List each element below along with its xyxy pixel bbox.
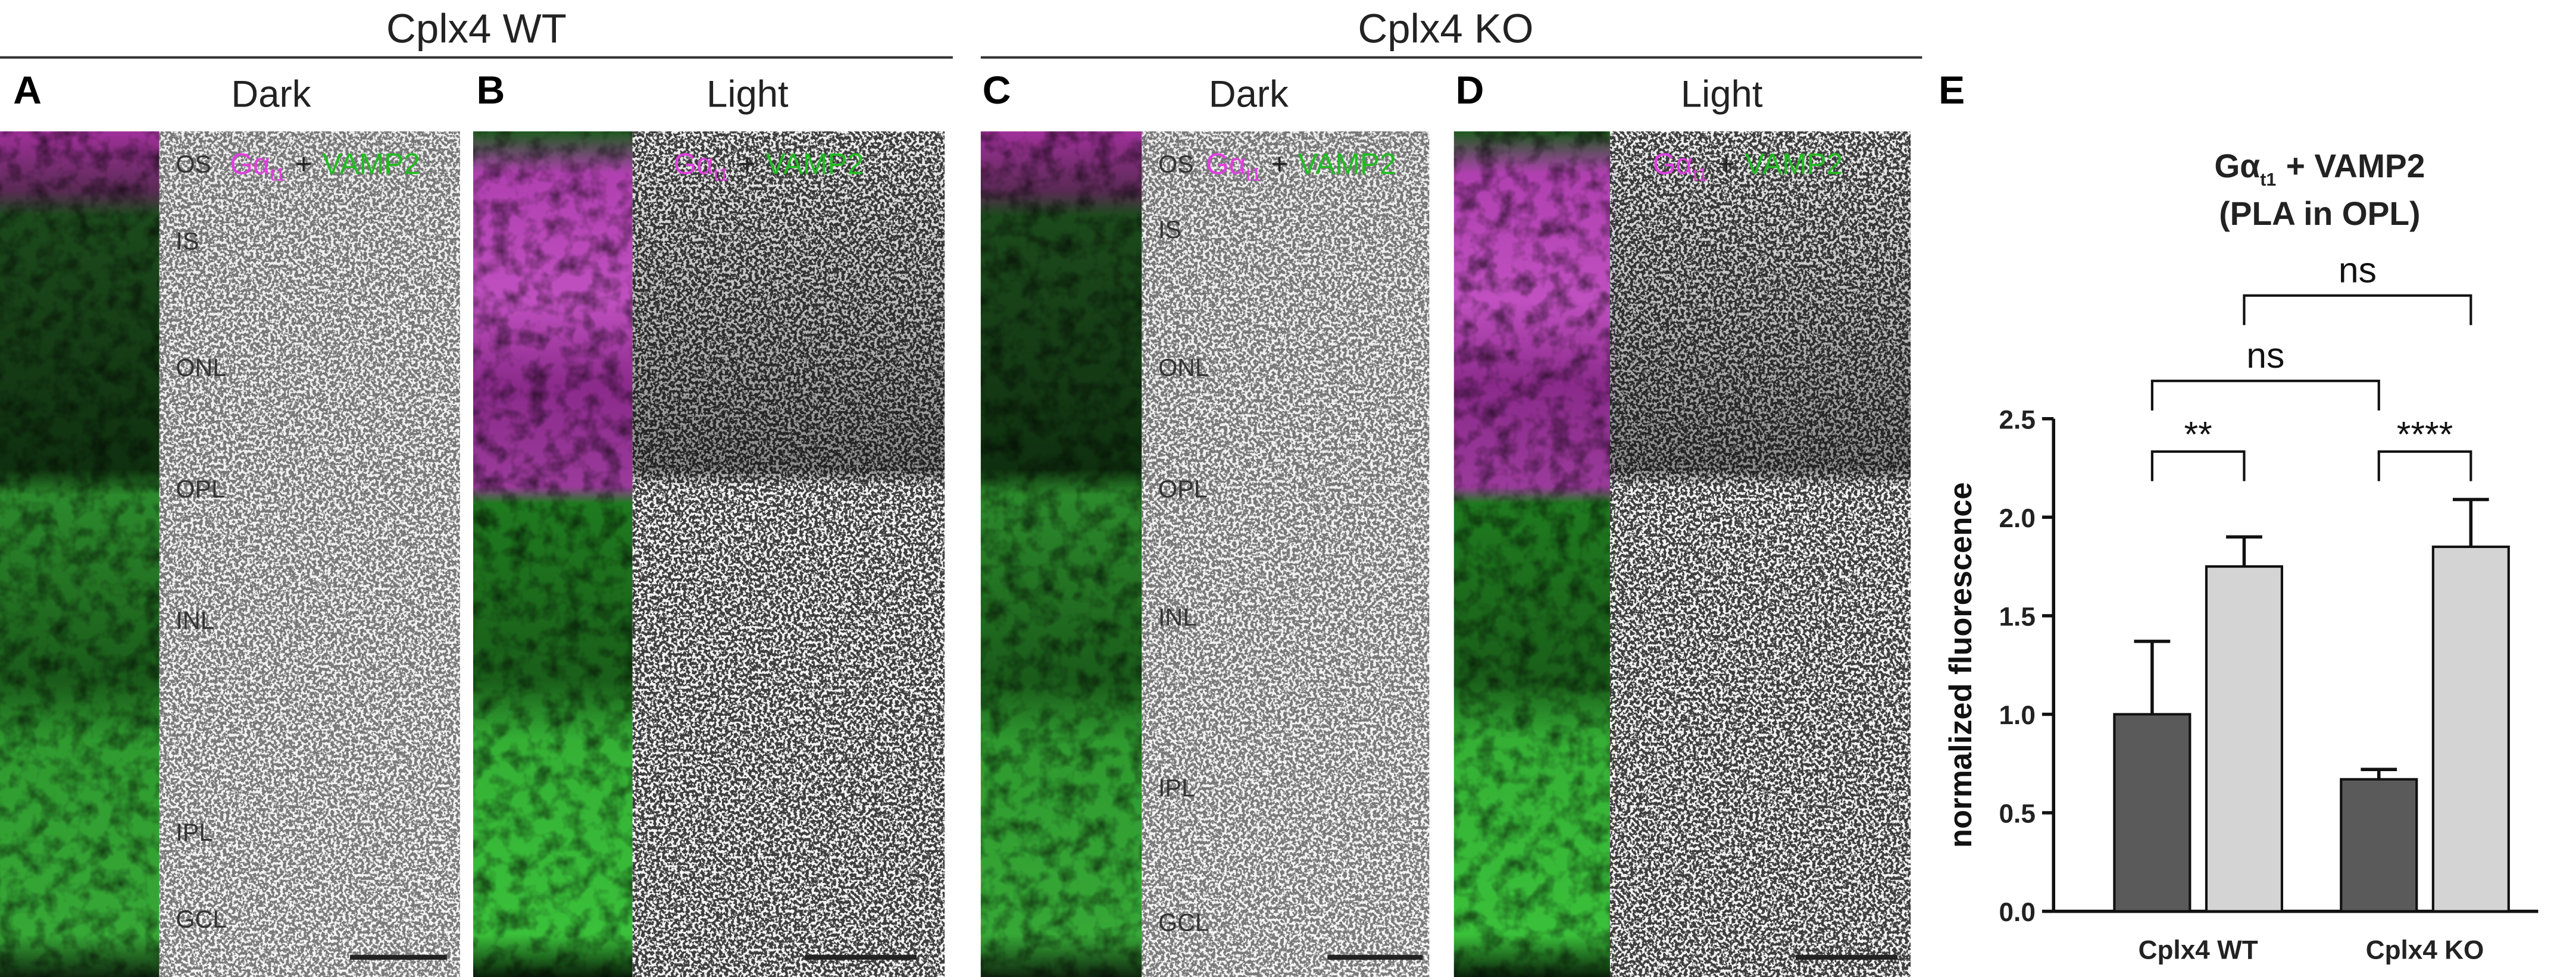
bar: [2340, 778, 2418, 913]
stain-subscript: t1: [714, 165, 729, 185]
fluorescence-texture: [980, 131, 1142, 977]
fluorescence-texture: [0, 131, 160, 977]
bar: [2431, 545, 2510, 913]
stain-subscript: t1: [1693, 165, 1708, 185]
significance-bracket: [2150, 450, 2246, 481]
condition-label: Dark: [1209, 73, 1289, 115]
significance-label: ns: [2246, 335, 2284, 375]
panel-letter: E: [1939, 68, 1965, 112]
group-header: Cplx4 WT: [386, 6, 567, 52]
layer-label: INL: [176, 607, 214, 634]
stain-plus: +: [1271, 148, 1288, 181]
y-tick-label: 0.0: [1999, 898, 2036, 927]
condition-label: Light: [1681, 73, 1763, 115]
layer-label: GCL: [176, 906, 226, 933]
stain-plus: +: [295, 148, 312, 181]
panel-letter: B: [476, 68, 505, 112]
stain-label: Gαt1 + VAMP2: [230, 148, 420, 185]
stain-target: Gα: [1206, 148, 1246, 181]
bar: [2113, 713, 2192, 913]
stain-subscript: t1: [1246, 165, 1261, 185]
significance-bracket: [2377, 450, 2472, 481]
y-tick-label: 0.5: [1999, 800, 2036, 829]
stain-target: Gα: [674, 148, 714, 181]
y-tick-label: 1.5: [1999, 602, 2036, 631]
title-target: Gα: [2214, 148, 2260, 184]
fluorescence-texture: [1453, 131, 1610, 977]
pla-speckle: [1610, 131, 1911, 977]
panel-letter: C: [983, 68, 1011, 112]
layer-label: OS: [176, 151, 211, 178]
pla-speckle: [1142, 131, 1430, 977]
layer-label: IPL: [176, 819, 212, 846]
stain-plus: +: [1718, 148, 1735, 181]
pla-speckle: [159, 131, 460, 977]
significance-label: **: [2184, 414, 2212, 455]
chart-title: Gαt1 + VAMP2: [2214, 148, 2425, 190]
title-rest: + VAMP2: [2286, 148, 2425, 184]
y-tick-label: 2.0: [1999, 504, 2036, 533]
panel-letter: A: [13, 68, 42, 112]
error-bar: [2361, 768, 2397, 779]
significance-label: ns: [2339, 250, 2377, 290]
stain-target: Gα: [1653, 148, 1693, 181]
significance-bracket: [2150, 380, 2380, 411]
layer-label: OS: [1158, 151, 1194, 178]
pla-speckle: [632, 131, 945, 977]
stain-label: Gαt1 + VAMP2: [674, 148, 864, 185]
layer-label: IPL: [1158, 774, 1195, 801]
x-tick-label: Cplx4 WT: [2139, 936, 2258, 965]
stain-partner: VAMP2: [1298, 148, 1396, 181]
error-bar: [2452, 497, 2489, 547]
chart-subtitle: (PLA in OPL): [2219, 195, 2420, 232]
layer-label: OPL: [1158, 475, 1208, 503]
group-header: Cplx4 KO: [1358, 6, 1533, 52]
y-tick-label: 2.5: [1999, 405, 2036, 434]
error-bar: [2134, 640, 2171, 715]
bar-chart: E Gαt1 + VAMP2 (PLA in OPL) normalized fluor…: [1939, 68, 2539, 965]
bar: [2205, 565, 2283, 913]
stain-label: Gαt1 + VAMP2: [1206, 148, 1396, 185]
title-subscript: t1: [2260, 170, 2276, 190]
stain-partner: VAMP2: [322, 148, 420, 181]
layer-label: ONL: [1158, 354, 1209, 381]
stain-partner: VAMP2: [765, 148, 864, 181]
layer-label: GCL: [1158, 909, 1209, 937]
significance-label: ****: [2397, 414, 2453, 455]
condition-label: Light: [706, 73, 789, 115]
stain-partner: VAMP2: [1745, 148, 1843, 181]
stain-label: Gαt1 + VAMP2: [1653, 148, 1843, 185]
fluorescence-texture: [473, 131, 633, 977]
layer-label: INL: [1158, 603, 1196, 631]
stain-subscript: t1: [270, 165, 285, 185]
y-tick-label: 1.0: [1999, 701, 2036, 730]
layer-label: IS: [176, 227, 199, 255]
x-tick-label: Cplx4 KO: [2366, 936, 2484, 965]
error-bar: [2226, 535, 2262, 567]
layer-label: OPL: [176, 475, 225, 503]
layer-label: IS: [1158, 216, 1181, 243]
y-axis-label: normalized fluorescence: [1944, 482, 1978, 848]
layer-label: ONL: [176, 354, 226, 381]
panel-letter: D: [1456, 68, 1484, 112]
stain-plus: +: [739, 148, 756, 181]
significance-bracket: [2243, 294, 2472, 325]
stain-target: Gα: [230, 148, 270, 181]
condition-label: Dark: [231, 73, 311, 115]
